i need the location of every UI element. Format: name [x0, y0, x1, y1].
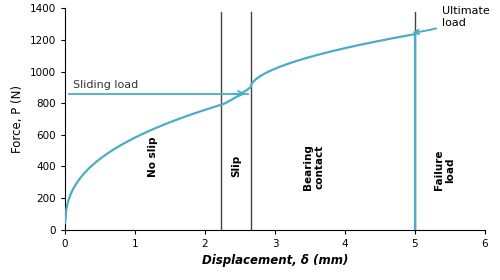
Y-axis label: Force, P (N): Force, P (N) — [11, 85, 24, 153]
Text: Slip: Slip — [231, 155, 241, 178]
Text: Sliding load: Sliding load — [74, 80, 138, 90]
Text: Bearing
contact: Bearing contact — [302, 144, 324, 190]
X-axis label: Displacement, δ (mm): Displacement, δ (mm) — [202, 254, 348, 267]
Text: Failure
load: Failure load — [434, 150, 455, 190]
Text: Ultimate
load: Ultimate load — [414, 6, 490, 34]
Text: No slip: No slip — [148, 137, 158, 178]
